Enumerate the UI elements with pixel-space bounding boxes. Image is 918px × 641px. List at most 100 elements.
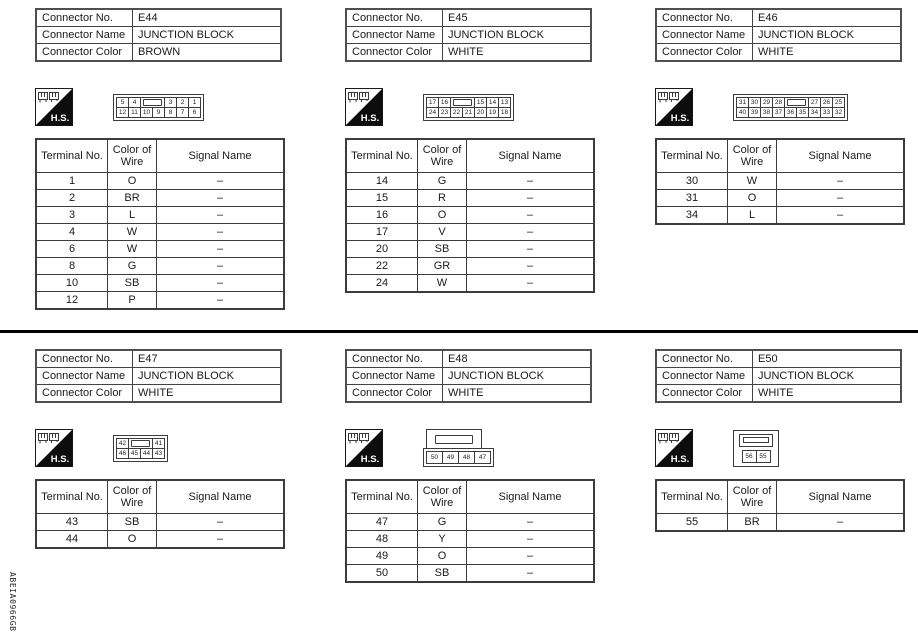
terminal-row: 20 SB – xyxy=(345,240,595,258)
terminal-row: 49 O – xyxy=(345,547,595,565)
terminal-no-cell: 44 xyxy=(35,530,108,549)
terminal-row: 8 G – xyxy=(35,257,285,275)
terminal-header-row: Terminal No. Color of Wire Signal Name xyxy=(655,138,905,173)
terminal-no-cell: 50 xyxy=(345,564,418,583)
terminal-row: 44 O – xyxy=(35,530,285,549)
terminal-table: Terminal No. Color of Wire Signal Name 1… xyxy=(345,138,595,293)
terminal-no-header: Terminal No. xyxy=(655,479,728,514)
signal-name-header: Signal Name xyxy=(156,138,285,173)
signal-name-cell: – xyxy=(156,530,285,549)
connector-info-table: Connector No. E50 Connector Name JUNCTIO… xyxy=(655,349,902,403)
connector-no-value: E46 xyxy=(752,8,902,27)
terminal-row: 50 SB – xyxy=(345,564,595,583)
terminal-body: 14 G –15 R –16 O –17 V –20 SB –22 GR –24 W – xyxy=(345,172,595,293)
terminal-row: 31 O – xyxy=(655,189,905,207)
pin-cell: 6 xyxy=(188,106,201,118)
wire-color-cell: O xyxy=(107,530,157,549)
wire-color-cell: R xyxy=(417,189,467,207)
hs-logo: H.S. xyxy=(345,88,383,126)
connector-no-label: Connector No. xyxy=(35,349,133,368)
hs-logo: H.S. xyxy=(35,88,73,126)
hs-logo: H.S. xyxy=(655,429,693,467)
wire-color-cell: SB xyxy=(417,240,467,258)
info-row-no: Connector No. E50 xyxy=(655,349,902,368)
connector-color-value: WHITE xyxy=(442,43,592,62)
connector-block-e50: Connector No. E50 Connector Name JUNCTIO… xyxy=(655,349,918,583)
signal-name-cell: – xyxy=(466,564,595,583)
wire-color-cell: O xyxy=(107,172,157,190)
terminal-no-cell: 24 xyxy=(345,274,418,293)
signal-name-header: Signal Name xyxy=(776,479,905,514)
signal-name-cell: – xyxy=(156,206,285,224)
terminal-no-cell: 47 xyxy=(345,513,418,531)
hs-logo-graphic: H.S. xyxy=(345,429,383,467)
connector-name-label: Connector Name xyxy=(345,367,443,385)
signal-name-cell: – xyxy=(776,189,905,207)
connector-no-value: E50 xyxy=(752,349,902,368)
terminal-table: Terminal No. Color of Wire Signal Name 5… xyxy=(655,479,905,532)
harness-connector-icon xyxy=(38,433,59,444)
connector-info-table: Connector No. E47 Connector Name JUNCTIO… xyxy=(35,349,282,403)
info-row-no: Connector No. E46 xyxy=(655,8,902,27)
terminal-row: 43 SB – xyxy=(35,513,285,531)
signal-name-cell: – xyxy=(156,240,285,258)
info-row-no: Connector No. E44 xyxy=(35,8,282,27)
connector-block-e48: Connector No. E48 Connector Name JUNCTIO… xyxy=(345,349,655,583)
wire-color-cell: SB xyxy=(417,564,467,583)
signal-name-cell: – xyxy=(466,513,595,531)
connector-color-value: WHITE xyxy=(132,384,282,403)
color-of-wire-header: Color of Wire xyxy=(417,138,467,173)
harness-connector-icon xyxy=(658,433,679,444)
connector-name-label: Connector Name xyxy=(655,367,753,385)
hs-logo-graphic: H.S. xyxy=(35,88,73,126)
terminal-no-cell: 22 xyxy=(345,257,418,275)
connector-color-value: BROWN xyxy=(132,43,282,62)
pin-cell: 47 xyxy=(474,451,491,464)
signal-name-cell: – xyxy=(156,223,285,241)
hs-label: H.S. xyxy=(671,113,689,124)
terminal-no-cell: 2 xyxy=(35,189,108,207)
terminal-row: 55 BR – xyxy=(655,513,905,532)
terminal-row: 48 Y – xyxy=(345,530,595,548)
wire-color-cell: SB xyxy=(107,513,157,531)
wire-color-cell: BR xyxy=(107,189,157,207)
hs-logo-graphic: H.S. xyxy=(655,88,693,126)
signal-name-cell: – xyxy=(466,172,595,190)
connector-view: H.S. 5 4 3 2 1 12 11 10 9 8 7 6 xyxy=(35,87,345,127)
pin-row: 24 23 22 21 20 19 18 xyxy=(426,106,511,118)
signal-name-cell: – xyxy=(466,257,595,275)
connector-name-value: JUNCTION BLOCK xyxy=(752,26,902,44)
terminal-no-cell: 6 xyxy=(35,240,108,258)
terminal-no-cell: 34 xyxy=(655,206,728,225)
color-of-wire-header: Color of Wire xyxy=(417,479,467,514)
connector-name-value: JUNCTION BLOCK xyxy=(132,26,282,44)
terminal-row: 4 W – xyxy=(35,223,285,241)
pin-row: 56 55 xyxy=(741,449,771,463)
connector-view: H.S. 31 30 29 28 27 26 25 40 39 38 37 36 35 34 33 32 xyxy=(655,87,918,127)
hs-logo-triangle xyxy=(345,429,383,467)
terminal-no-header: Terminal No. xyxy=(35,479,108,514)
wire-color-cell: Y xyxy=(417,530,467,548)
connector-key-slot xyxy=(425,429,482,449)
signal-name-cell: – xyxy=(466,530,595,548)
info-row-color: Connector Color WHITE xyxy=(655,384,902,403)
terminal-header-row: Terminal No. Color of Wire Signal Name xyxy=(345,138,595,173)
hs-label: H.S. xyxy=(51,113,69,124)
terminal-table: Terminal No. Color of Wire Signal Name 4… xyxy=(345,479,595,583)
signal-name-cell: – xyxy=(466,189,595,207)
terminal-row: 14 G – xyxy=(345,172,595,190)
pin-row: 40 39 38 37 36 35 34 33 32 xyxy=(736,106,845,118)
signal-name-cell: – xyxy=(156,513,285,531)
color-of-wire-header: Color of Wire xyxy=(727,138,777,173)
connector-color-label: Connector Color xyxy=(655,43,753,62)
connector-color-label: Connector Color xyxy=(655,384,753,403)
hs-logo-triangle xyxy=(345,88,383,126)
terminal-row: 10 SB – xyxy=(35,274,285,292)
wire-color-cell: BR xyxy=(727,513,777,532)
terminal-no-cell: 10 xyxy=(35,274,108,292)
connector-view: H.S. 50 49 48 47 xyxy=(345,428,655,468)
terminal-row: 34 L – xyxy=(655,206,905,225)
wire-color-cell: W xyxy=(107,240,157,258)
hs-label: H.S. xyxy=(671,454,689,465)
